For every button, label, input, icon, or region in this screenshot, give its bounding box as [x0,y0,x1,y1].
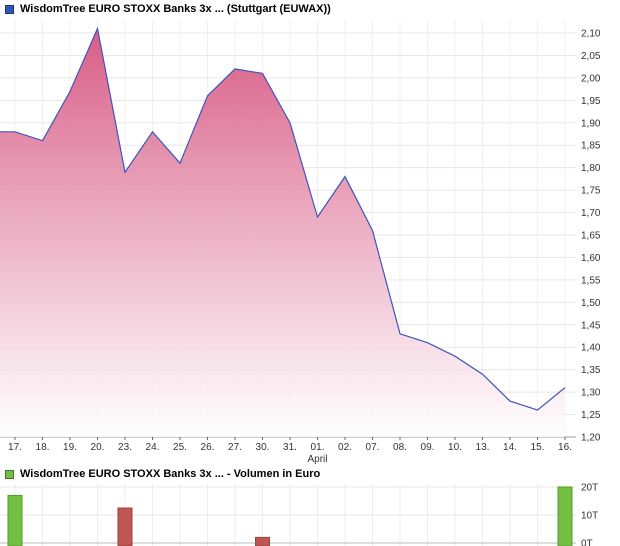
svg-text:April: April [307,454,327,465]
svg-text:31.: 31. [283,442,297,453]
svg-text:20T: 20T [581,483,598,494]
svg-text:1,20: 1,20 [581,433,601,444]
svg-text:1,80: 1,80 [581,163,601,174]
volume-series-swatch-icon [5,470,14,479]
svg-text:08.: 08. [393,442,407,453]
svg-text:1,90: 1,90 [581,118,601,129]
svg-text:27.: 27. [228,442,242,453]
svg-text:1,85: 1,85 [581,141,601,152]
volume-bar [117,507,133,546]
main-chart-header: WisdomTree EURO STOXX Banks 3x ... (Stut… [5,3,331,16]
svg-text:1,95: 1,95 [581,96,601,107]
svg-text:2,00: 2,00 [581,73,601,84]
svg-text:18.: 18. [36,442,50,453]
volume-bar [255,536,270,546]
volume-bar [7,494,23,546]
price-series-swatch-icon [5,5,14,14]
svg-text:23.: 23. [118,442,132,453]
svg-text:1,65: 1,65 [581,231,601,242]
svg-text:2,05: 2,05 [581,51,601,62]
svg-text:19.: 19. [63,442,77,453]
svg-text:1,30: 1,30 [581,388,601,399]
volume-bar [557,486,573,546]
svg-text:09.: 09. [421,442,435,453]
svg-text:13.: 13. [476,442,490,453]
svg-text:24.: 24. [146,442,160,453]
svg-text:01.: 01. [311,442,325,453]
svg-text:1,60: 1,60 [581,253,601,264]
main-chart-title: WisdomTree EURO STOXX Banks 3x ... (Stut… [20,3,331,15]
svg-text:07.: 07. [366,442,380,453]
svg-text:16.: 16. [558,442,572,453]
svg-text:10T: 10T [581,511,598,522]
svg-text:15.: 15. [531,442,545,453]
volume-chart-header: WisdomTree EURO STOXX Banks 3x ... - Vol… [5,468,320,481]
svg-text:1,75: 1,75 [581,186,601,197]
svg-text:20.: 20. [91,442,105,453]
volume-chart-title: WisdomTree EURO STOXX Banks 3x ... - Vol… [20,468,321,480]
svg-text:1,55: 1,55 [581,275,601,286]
svg-text:1,45: 1,45 [581,320,601,331]
svg-text:02.: 02. [338,442,352,453]
svg-text:26.: 26. [201,442,215,453]
svg-text:1,40: 1,40 [581,343,601,354]
svg-text:30.: 30. [256,442,270,453]
svg-text:2,10: 2,10 [581,29,601,40]
svg-text:25.: 25. [173,442,187,453]
svg-text:1,50: 1,50 [581,298,601,309]
svg-text:10.: 10. [448,442,462,453]
svg-text:17.: 17. [8,442,22,453]
svg-text:1,35: 1,35 [581,365,601,376]
svg-text:1,25: 1,25 [581,410,601,421]
svg-text:14.: 14. [503,442,517,453]
svg-text:0T: 0T [581,539,593,546]
svg-text:1,70: 1,70 [581,208,601,219]
